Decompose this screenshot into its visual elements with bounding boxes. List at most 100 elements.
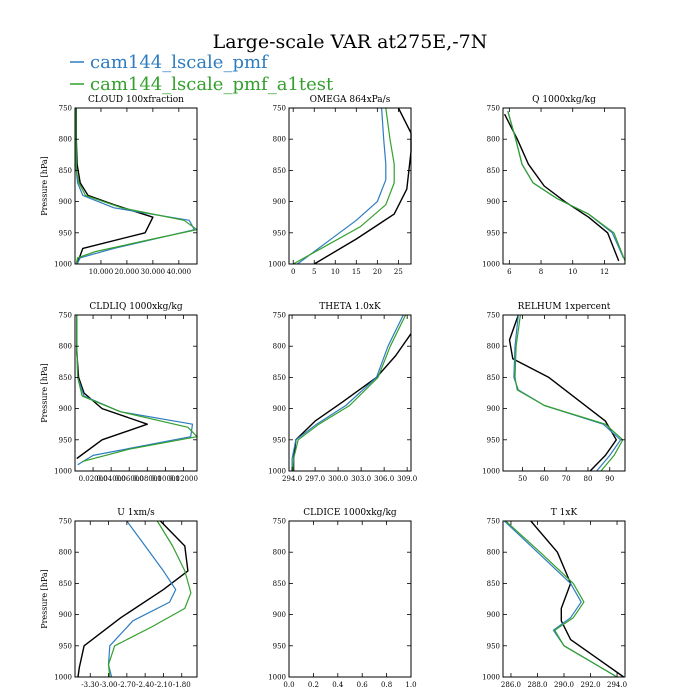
legend-label-1: cam144_lscale_pmf_a1test [90, 74, 334, 95]
y-tick-label: 800 [59, 343, 72, 351]
x-tick-label: 0.12000 [169, 475, 198, 483]
panel-2: Q 1000xkg/kg 750 800 850 900 950 1000 6 8 10 12 [482, 95, 626, 276]
panel-6: U 1xm/s Pressure [hPa] 750 800 850 900 950 1000… [40, 508, 198, 689]
y-tick-label: 1000 [268, 468, 286, 476]
y-tick-label: 800 [59, 136, 72, 144]
x-tick-label: 70 [562, 475, 571, 483]
y-tick-label: 950 [487, 642, 500, 650]
y-tick-label: 950 [59, 642, 72, 650]
y-tick-label: 900 [487, 611, 500, 619]
y-tick-label: 950 [487, 229, 500, 237]
y-tick-label: 850 [59, 580, 72, 588]
y-tick-label: 750 [59, 518, 72, 526]
x-tick-label: 10 [331, 268, 340, 276]
y-axis-label: Pressure [hPa] [40, 363, 49, 423]
panel-3: CLDLIQ 1000xkg/kg Pressure [hPa] 750 800 850… [40, 302, 198, 483]
x-tick-label: 0.02000 [79, 475, 108, 483]
series-line-1 [76, 315, 194, 466]
series-line-0 [77, 520, 189, 678]
panel-0: CLOUD 100xfraction Pressure [hPa] 750 800 85… [40, 95, 198, 276]
y-tick-label: 1000 [268, 674, 286, 682]
x-tick-label: 294.0 [607, 681, 627, 689]
panel-1: OMEGA 864xPa/s 750 800 850 900 950 1000 0 5 10 15 2… [268, 95, 412, 276]
panel-grid: CLOUD 100xfraction Pressure [hPa] 750 800 85… [40, 95, 627, 689]
y-tick-label: 800 [273, 343, 286, 351]
y-tick-label: 750 [273, 312, 286, 320]
y-tick-label: 850 [273, 167, 286, 175]
series-line-0 [75, 108, 154, 265]
x-tick-label: 25 [394, 268, 403, 276]
panel-title: CLDICE 1000xkg/kg [303, 508, 397, 518]
y-tick-label: 750 [273, 105, 286, 113]
x-tick-label: 10.000 [89, 268, 114, 276]
y-tick-label: 1000 [54, 468, 72, 476]
series-line-2 [514, 314, 624, 472]
panel-title: CLOUD 100xfraction [88, 95, 184, 105]
x-tick-label: 300.0 [328, 475, 348, 483]
y-tick-label: 1000 [482, 468, 500, 476]
series-line-0 [76, 315, 149, 460]
y-tick-label: 750 [487, 518, 500, 526]
series-line-2 [292, 314, 407, 472]
y-tick-label: 800 [487, 136, 500, 144]
y-tick-label: 950 [273, 642, 286, 650]
y-tick-label: 1000 [54, 261, 72, 269]
x-tick-label: 20.000 [115, 268, 140, 276]
series-line-2 [292, 107, 395, 265]
x-tick-label: 292.0 [580, 681, 600, 689]
y-tick-label: 850 [273, 374, 286, 382]
x-tick-label: 50 [518, 475, 527, 483]
y-tick-label: 750 [487, 105, 500, 113]
y-tick-label: 850 [59, 167, 72, 175]
x-tick-label: 12 [600, 268, 609, 276]
series-line-2 [107, 520, 192, 678]
plot-frame [502, 107, 626, 265]
y-tick-label: 900 [487, 405, 500, 413]
x-tick-label: 306.0 [374, 475, 394, 483]
y-axis-label: Pressure [hPa] [40, 156, 49, 216]
x-tick-label: 0.0 [283, 681, 294, 689]
panel-title: THETA 1.0xK [319, 302, 381, 312]
y-tick-label: 1000 [482, 261, 500, 269]
plot-frame [288, 314, 412, 472]
x-tick-label: -2.10 [154, 681, 172, 689]
plot-frame [288, 107, 412, 265]
y-tick-label: 850 [487, 374, 500, 382]
y-tick-label: 850 [59, 374, 72, 382]
x-tick-label: 10 [568, 268, 577, 276]
legend: cam144_lscale_pmf cam144_lscale_pmf_a1te… [70, 52, 334, 95]
plot-frame [502, 520, 626, 678]
y-tick-label: 850 [273, 580, 286, 588]
y-axis-label: Pressure [hPa] [40, 569, 49, 629]
x-tick-label: 15 [352, 268, 361, 276]
panel-7: CLDICE 1000xkg/kg 750 800 850 900 950 10000.0 0… [268, 508, 416, 689]
x-tick-label: 0.06000 [115, 475, 144, 483]
series-line-0 [503, 113, 620, 262]
series-line-1 [503, 520, 618, 678]
y-tick-label: 800 [273, 549, 286, 557]
x-tick-label: 20 [373, 268, 382, 276]
x-tick-label: 1.0 [405, 681, 416, 689]
series-line-0 [530, 520, 625, 678]
y-tick-label: 750 [59, 312, 72, 320]
panel-title: RELHUM 1xpercent [518, 302, 611, 312]
x-tick-label: 0.2 [308, 681, 319, 689]
series-line-0 [508, 314, 617, 472]
x-tick-label: 6 [507, 268, 512, 276]
plot-frame [288, 520, 412, 678]
series-line-2 [76, 315, 198, 463]
y-tick-label: 900 [59, 405, 72, 413]
series-line-1 [107, 520, 177, 678]
panel-title: Q 1000xkg/kg [532, 95, 596, 105]
y-tick-label: 800 [487, 343, 500, 351]
x-tick-label: 294.0 [282, 475, 302, 483]
series-line-1 [513, 314, 622, 472]
x-tick-label: 0.6 [357, 681, 369, 689]
series-line-1 [291, 314, 404, 471]
x-tick-label: 5 [312, 268, 316, 276]
series-line-1 [75, 108, 195, 265]
x-tick-label: -3.30 [81, 681, 99, 689]
x-tick-label: 80 [584, 475, 593, 483]
